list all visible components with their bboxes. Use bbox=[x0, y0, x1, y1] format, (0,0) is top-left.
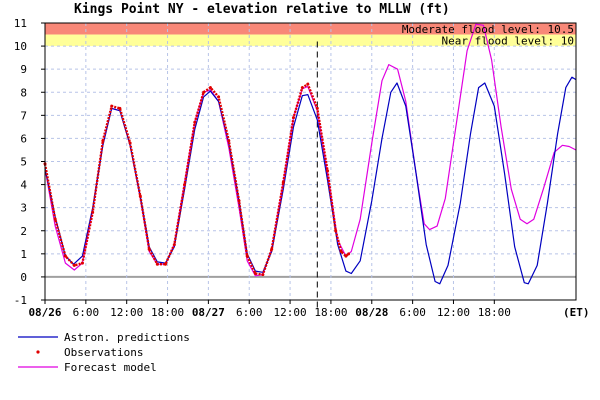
x-tick-label: 18:00 bbox=[478, 306, 511, 319]
x-tick-label: 6:00 bbox=[399, 306, 426, 319]
observation-point bbox=[237, 199, 241, 203]
observation-point bbox=[315, 106, 319, 110]
x-axis-unit-label: (ET) bbox=[563, 306, 590, 319]
series-line-forecast-model bbox=[44, 23, 577, 277]
observation-point bbox=[183, 183, 187, 187]
observation-point bbox=[172, 243, 176, 247]
observation-point bbox=[208, 86, 212, 90]
observation-point bbox=[270, 247, 274, 251]
series-line-astron-predictions bbox=[44, 76, 577, 285]
y-axis-ticks: -1 0 1 2 3 4 5 6 7 8 9 10 11 bbox=[14, 17, 45, 307]
legend-label-forecast-model: Forecast model bbox=[64, 361, 157, 374]
observation-point bbox=[118, 106, 122, 110]
flood-band-1 bbox=[45, 34, 576, 47]
observation-point bbox=[306, 82, 310, 86]
observation-point bbox=[138, 194, 142, 198]
x-tick-label: 12:00 bbox=[437, 306, 470, 319]
observation-point bbox=[253, 271, 257, 275]
observation-point bbox=[347, 252, 351, 256]
y-tick-label: 10 bbox=[14, 40, 27, 53]
observation-point bbox=[261, 273, 265, 277]
observation-point bbox=[163, 262, 167, 266]
x-tick-label: 08/27 bbox=[192, 306, 225, 319]
y-tick-label: 3 bbox=[20, 202, 27, 215]
gridlines bbox=[45, 23, 576, 308]
flood-band-0 bbox=[45, 23, 576, 35]
x-tick-label: 12:00 bbox=[110, 306, 143, 319]
observation-point bbox=[334, 229, 338, 233]
observation-point bbox=[326, 169, 330, 173]
observation-point bbox=[91, 210, 95, 214]
observation-point bbox=[339, 250, 343, 254]
legend-label-observations: Observations bbox=[64, 346, 143, 359]
y-tick-label: 7 bbox=[20, 109, 27, 122]
observation-point bbox=[300, 86, 304, 90]
observation-point bbox=[281, 180, 285, 184]
observation-point bbox=[72, 263, 76, 267]
flood-band-label-0: Moderate flood level: 10.5 bbox=[402, 23, 574, 36]
y-tick-label: 8 bbox=[20, 86, 27, 99]
legend: Astron. predictions Observations Forecast … bbox=[18, 331, 190, 374]
y-tick-label: 5 bbox=[20, 156, 27, 169]
observation-point bbox=[227, 139, 231, 143]
y-tick-label: 1 bbox=[20, 248, 27, 261]
chart-title: Kings Point NY - elevation relative to M… bbox=[74, 2, 450, 17]
x-tick-label: 18:00 bbox=[151, 306, 184, 319]
legend-swatch-observations bbox=[36, 350, 40, 354]
y-tick-label: 0 bbox=[20, 271, 27, 284]
y-tick-label: 11 bbox=[14, 17, 27, 30]
x-tick-label: 08/26 bbox=[28, 306, 61, 319]
y-tick-label: 2 bbox=[20, 225, 27, 238]
observation-point bbox=[147, 247, 151, 251]
y-tick-label: 4 bbox=[20, 179, 27, 192]
y-tick-label: -1 bbox=[14, 294, 27, 307]
x-tick-label: 6:00 bbox=[236, 306, 263, 319]
x-tick-label: 12:00 bbox=[274, 306, 307, 319]
series-observations bbox=[43, 82, 351, 277]
observation-point bbox=[128, 141, 132, 145]
y-tick-label: 6 bbox=[20, 132, 27, 145]
observation-point bbox=[245, 254, 249, 258]
y-tick-label: 9 bbox=[20, 63, 27, 76]
flood-band-label-1: Near flood level: 10 bbox=[442, 35, 574, 48]
x-tick-label: 08/28 bbox=[355, 306, 388, 319]
observation-point bbox=[63, 254, 67, 258]
observation-point bbox=[291, 116, 295, 120]
observation-point bbox=[155, 262, 159, 266]
observation-point bbox=[202, 90, 206, 94]
observation-point bbox=[217, 95, 221, 99]
x-tick-label: 18:00 bbox=[314, 306, 347, 319]
x-axis-ticks: 08/26 6:00 12:00 18:00 08/27 6:00 12:00 18:00 08… bbox=[28, 300, 511, 319]
data-series bbox=[43, 23, 577, 285]
observation-trace bbox=[43, 82, 350, 276]
legend-label-astron-predictions: Astron. predictions bbox=[64, 331, 190, 344]
x-tick-label: 6:00 bbox=[73, 306, 100, 319]
observation-point bbox=[101, 139, 105, 143]
flood-level-bands bbox=[45, 23, 576, 47]
observation-point bbox=[53, 217, 57, 221]
observation-point bbox=[80, 261, 84, 265]
observation-point bbox=[193, 120, 197, 124]
observation-point bbox=[110, 104, 114, 108]
observation-point bbox=[344, 254, 348, 258]
